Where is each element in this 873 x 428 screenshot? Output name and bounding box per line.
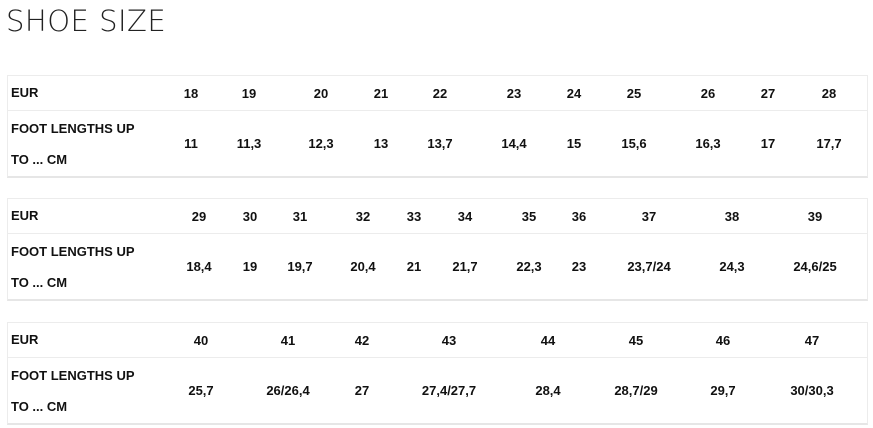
eur-size-cell: 44 xyxy=(540,333,556,348)
eur-size-cell: 46 xyxy=(715,333,731,348)
foot-length-label: FOOT LENGTHS UP TO ... CM xyxy=(11,368,135,414)
foot-length-cell: 23 xyxy=(571,259,587,274)
eur-size-cell: 18 xyxy=(183,86,199,101)
size-table: EUR 18 19 20 21 22 23 24 25 26 27 28 FOOT LENGTHS UP… xyxy=(7,75,868,178)
eur-size-cell: 45 xyxy=(628,333,644,348)
foot-length-cell: 11 xyxy=(184,136,198,151)
eur-size-cell: 23 xyxy=(506,86,522,101)
foot-length-cell: 16,3 xyxy=(695,136,721,151)
foot-length-cell: 14,4 xyxy=(501,136,527,151)
eur-size-cell: 31 xyxy=(292,209,308,224)
foot-length-cell: 21,7 xyxy=(452,259,478,274)
eur-size-cell: 21 xyxy=(373,86,389,101)
eur-size-cell: 33 xyxy=(406,209,422,224)
foot-length-cell: 23,7/24 xyxy=(627,259,671,274)
eur-label: EUR xyxy=(11,208,39,223)
foot-length-cell: 28,4 xyxy=(535,383,561,398)
eur-size-cell: 22 xyxy=(432,86,448,101)
eur-row: EUR 40 41 42 43 44 45 46 47 xyxy=(8,323,867,358)
foot-length-label: FOOT LENGTHS UP TO ... CM xyxy=(11,121,135,167)
foot-length-cell: 26/26,4 xyxy=(266,383,310,398)
eur-size-cell: 37 xyxy=(641,209,657,224)
foot-length-cell: 13 xyxy=(373,136,389,151)
eur-size-cell: 32 xyxy=(355,209,371,224)
foot-length-cell: 15,6 xyxy=(621,136,647,151)
foot-length-cell: 21 xyxy=(406,259,422,274)
eur-size-cell: 25 xyxy=(626,86,642,101)
eur-size-cell: 19 xyxy=(241,86,257,101)
foot-length-cell: 17,7 xyxy=(816,136,842,151)
foot-length-cell: 12,3 xyxy=(308,136,334,151)
foot-length-cell: 17 xyxy=(760,136,776,151)
eur-size-cell: 43 xyxy=(441,333,457,348)
foot-length-cell: 25,7 xyxy=(188,383,214,398)
eur-size-cell: 28 xyxy=(821,86,837,101)
foot-length-cell: 19 xyxy=(242,259,258,274)
foot-length-cell: 27 xyxy=(354,383,370,398)
foot-length-cell: 15 xyxy=(566,136,582,151)
foot-length-row: FOOT LENGTHS UP TO ... CM 18,4 19 19,7 20,4 21… xyxy=(8,234,867,299)
eur-row: EUR 29 30 31 32 33 34 35 36 37 38 39 xyxy=(8,199,867,234)
foot-length-cell: 29,7 xyxy=(710,383,736,398)
foot-length-row: FOOT LENGTHS UP TO ... CM 25,7 26/26,4 27 27,… xyxy=(8,358,867,423)
eur-size-cell: 29 xyxy=(191,209,207,224)
eur-size-cell: 41 xyxy=(280,333,296,348)
foot-length-cell: 24,3 xyxy=(719,259,745,274)
foot-length-cell: 30/30,3 xyxy=(790,383,834,398)
eur-size-cell: 30 xyxy=(242,209,258,224)
eur-size-cell: 24 xyxy=(566,86,582,101)
eur-size-cell: 26 xyxy=(700,86,716,101)
eur-size-cell: 38 xyxy=(724,209,740,224)
page-title: SHOE SIZE xyxy=(6,4,167,38)
foot-length-label: FOOT LENGTHS UP TO ... CM xyxy=(11,244,135,290)
foot-length-cell: 11,3 xyxy=(236,136,262,151)
foot-length-cell: 28,7/29 xyxy=(614,383,658,398)
foot-length-cell: 13,7 xyxy=(427,136,453,151)
foot-length-row: FOOT LENGTHS UP TO ... CM 11 11,3 12,3 13 13,7… xyxy=(8,111,867,176)
eur-size-cell: 34 xyxy=(457,209,473,224)
eur-size-cell: 39 xyxy=(807,209,823,224)
eur-label: EUR xyxy=(11,332,39,347)
eur-size-cell: 20 xyxy=(313,86,329,101)
eur-size-cell: 40 xyxy=(193,333,209,348)
eur-row: EUR 18 19 20 21 22 23 24 25 26 27 28 xyxy=(8,76,867,111)
eur-size-cell: 35 xyxy=(521,209,537,224)
size-table: EUR 40 41 42 43 44 45 46 47 FOOT LENGTHS UP TO ...… xyxy=(7,322,868,425)
foot-length-cell: 22,3 xyxy=(516,259,542,274)
size-table: EUR 29 30 31 32 33 34 35 36 37 38 39 FOOT LENGTHS UP… xyxy=(7,198,868,301)
eur-size-cell: 36 xyxy=(571,209,587,224)
eur-size-cell: 47 xyxy=(804,333,820,348)
eur-size-cell: 27 xyxy=(760,86,776,101)
foot-length-cell: 20,4 xyxy=(350,259,376,274)
foot-length-cell: 27,4/27,7 xyxy=(421,383,477,398)
foot-length-cell: 24,6/25 xyxy=(793,259,837,274)
foot-length-cell: 18,4 xyxy=(186,259,212,274)
eur-label: EUR xyxy=(11,85,39,100)
foot-length-cell: 19,7 xyxy=(287,259,313,274)
eur-size-cell: 42 xyxy=(354,333,370,348)
